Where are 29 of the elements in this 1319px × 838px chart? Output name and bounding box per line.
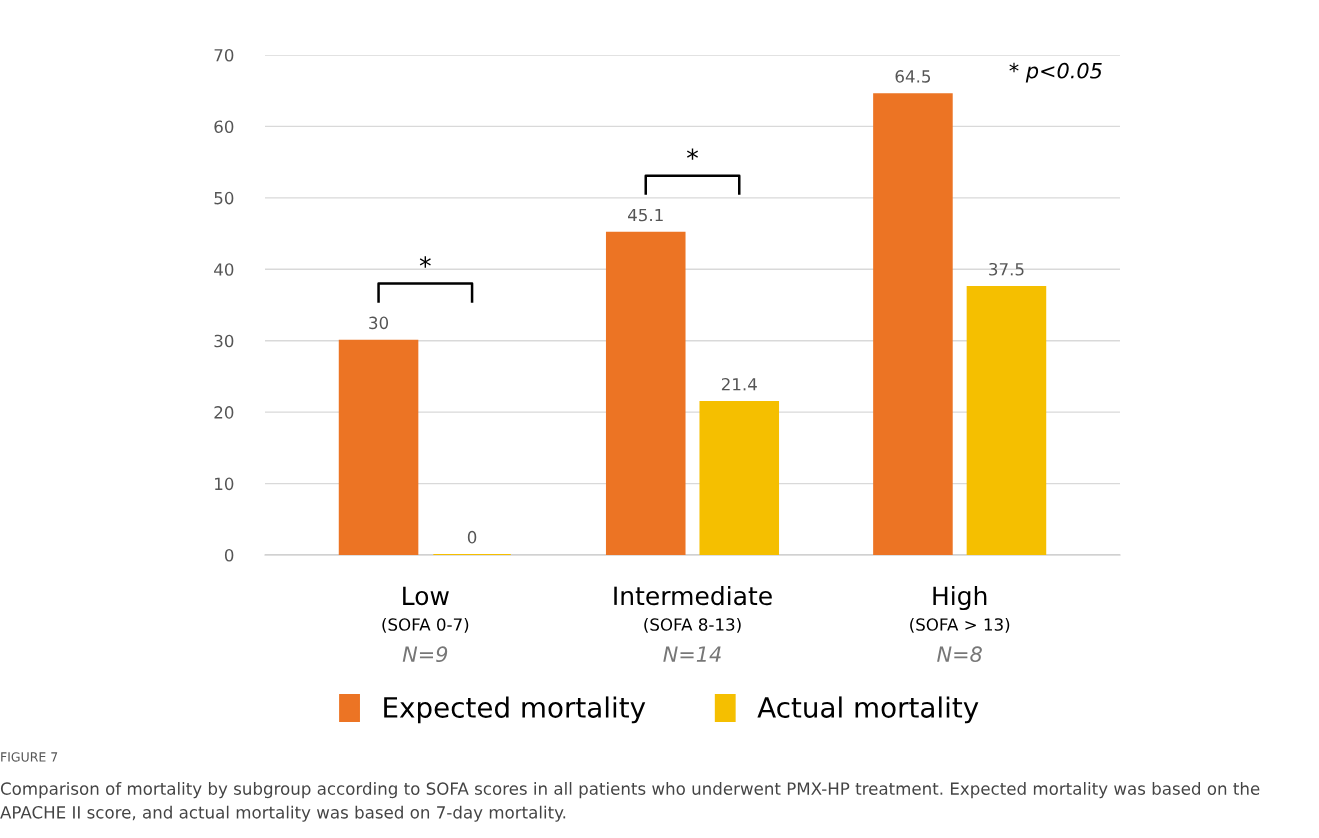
legend-label: Actual mortality	[757, 696, 979, 724]
y-tick-label: 60	[214, 120, 234, 133]
annotation: * p<0.05	[1009, 62, 1102, 83]
caption: FIGURE 7	[1, 752, 58, 762]
text: Comparison of mortality by subgroup according to SOFA scores in all patients who underwent PMX-HP treatment. Expected mortality was based on the APACHE II score, and actual mortality was based on 7-day mortality.	[0, 782, 1260, 822]
data-label: 37.5	[989, 262, 1024, 276]
bar	[605, 231, 686, 555]
data-label: 30	[369, 316, 389, 330]
data-label: 0	[467, 530, 477, 544]
bar	[873, 93, 953, 555]
y-tick-label: 10	[215, 477, 234, 491]
annotation: *	[687, 148, 698, 160]
x-tick-label: High (SOFA > 13) N=8	[910, 585, 1010, 663]
bar	[966, 286, 1047, 555]
y-tick-label: 20	[214, 406, 234, 419]
legend-label: Expected mortality	[384, 696, 646, 724]
y-tick-label: 30	[214, 334, 234, 348]
data-label: 45.1	[628, 208, 663, 222]
data-label: 64.5	[895, 70, 931, 83]
bar	[338, 339, 419, 555]
x-tick-label: Low (SOFA 0-7) N=9	[382, 586, 469, 663]
x-tick-label: Intermediate (SOFA 8-13) N=14	[614, 585, 772, 662]
y-tick-label: 50	[214, 191, 234, 205]
bar	[699, 401, 780, 555]
y-tick-label: 0	[224, 548, 234, 562]
annotation: *	[419, 256, 431, 268]
y-tick-label: 40	[214, 263, 234, 276]
y-tick-label: 70	[214, 48, 234, 62]
data-label: 21.4	[721, 377, 757, 391]
